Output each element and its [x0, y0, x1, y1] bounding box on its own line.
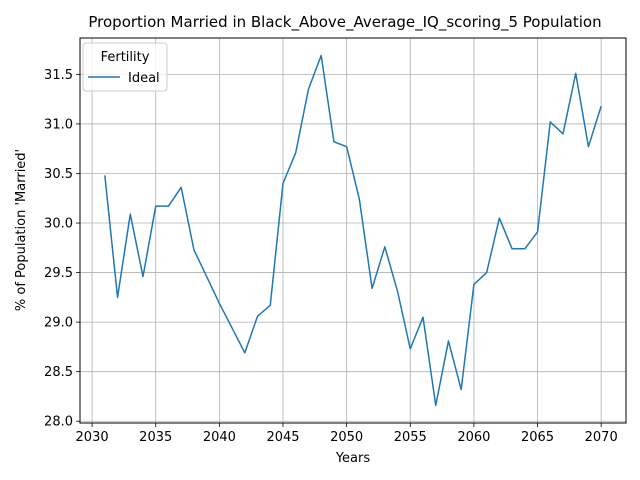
- y-tick-label: 29.0: [44, 316, 73, 331]
- x-tick-label: 2060: [457, 430, 490, 445]
- y-axis-label: % of Population 'Married': [14, 149, 29, 311]
- x-tick-label: 2040: [203, 430, 236, 445]
- x-tick-label: 2055: [394, 430, 427, 445]
- y-tick-label: 31.5: [44, 68, 73, 83]
- y-tick-label: 28.5: [44, 365, 73, 380]
- y-tick-label: 28.0: [44, 415, 73, 430]
- y-tick-label: 30.5: [44, 167, 73, 182]
- legend-title: Fertility: [101, 50, 150, 65]
- y-tick-label: 30.0: [44, 217, 73, 232]
- x-tick-label: 2045: [266, 430, 299, 445]
- x-tick-label: 2070: [585, 430, 618, 445]
- x-tick-label: 2035: [139, 430, 172, 445]
- chart-title: Proportion Married in Black_Above_Averag…: [88, 13, 601, 32]
- y-tick-label: 31.0: [44, 117, 73, 132]
- y-tick-label: 29.5: [44, 266, 73, 281]
- x-tick-label: 2065: [521, 430, 554, 445]
- legend-label-ideal: Ideal: [128, 71, 160, 86]
- x-tick-label: 2050: [330, 430, 363, 445]
- legend: Fertility Ideal: [83, 43, 167, 91]
- x-axis-label: Years: [335, 451, 371, 466]
- x-tick-label: 2030: [76, 430, 109, 445]
